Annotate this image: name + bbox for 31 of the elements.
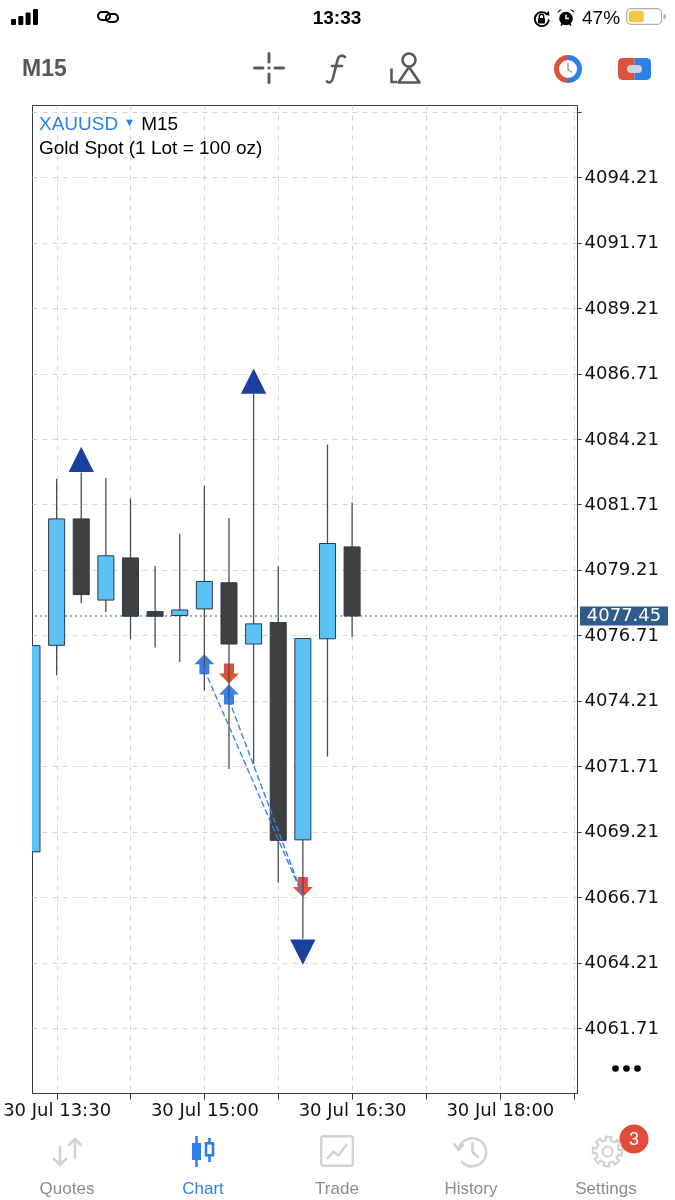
ref-line-label: 4077.45	[586, 604, 662, 626]
text: Gold Spot (1 Lot = 100 oz)	[39, 136, 263, 158]
y-tick-label: 4064.21	[584, 951, 659, 973]
text: Trade	[315, 1178, 359, 1198]
y-tick-label: 4079.21	[584, 558, 659, 580]
annotation: M15	[141, 112, 179, 134]
text: Chart	[182, 1178, 224, 1198]
text: 47%	[582, 6, 621, 28]
y-tick-label: 4071.71	[584, 754, 659, 776]
x-tick-label: 30 Jul 13:30	[3, 1098, 112, 1120]
y-tick-label: 4084.21	[584, 427, 659, 449]
text: Settings	[575, 1178, 637, 1198]
x-tick-label: 30 Jul 18:00	[446, 1098, 555, 1120]
y-tick-label: 4076.71	[584, 623, 659, 645]
y-tick-label: 4086.71	[584, 362, 659, 384]
text: Quotes	[39, 1178, 95, 1198]
text: 3	[628, 1129, 640, 1149]
y-tick-label: 4091.71	[584, 231, 659, 253]
y-tick-label: 4066.71	[584, 885, 659, 907]
y-tick-label: 4069.21	[584, 820, 659, 842]
x-tick-label: 30 Jul 16:30	[298, 1098, 407, 1120]
text: M15	[22, 54, 67, 81]
y-tick-label: 4074.21	[584, 689, 659, 711]
y-tick-label: 4081.71	[584, 492, 659, 514]
x-tick-label: 30 Jul 15:00	[150, 1098, 259, 1120]
y-tick-label: 4061.71	[584, 1016, 659, 1038]
text: History	[444, 1178, 498, 1198]
text: 13:33	[312, 6, 362, 28]
chart-title: XAUUSD	[39, 112, 119, 134]
y-tick-label: 4089.21	[584, 296, 659, 318]
y-tick-label: 4094.21	[584, 165, 659, 187]
